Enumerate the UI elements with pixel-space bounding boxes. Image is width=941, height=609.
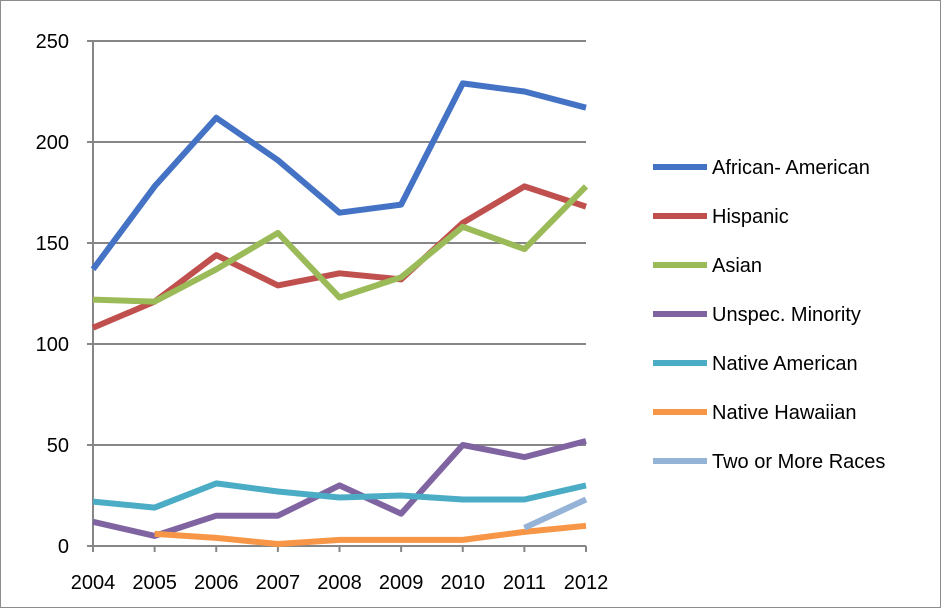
x-tick-label-2009: 2009 <box>379 572 424 594</box>
legend-label-african-american: African- American <box>712 157 870 179</box>
y-tick-label-150: 150 <box>36 233 69 255</box>
x-tick-label-2004: 2004 <box>71 572 116 594</box>
x-tick-label-2005: 2005 <box>132 572 177 594</box>
y-tick-label-100: 100 <box>36 334 69 356</box>
y-tick-label-0: 0 <box>58 536 69 558</box>
series-line-unspec-minority <box>92 438 587 539</box>
x-tick-label-2010: 2010 <box>441 572 486 594</box>
series-line-native-hawaiian <box>154 522 587 547</box>
x-tick-labels: 2004 2005 2006 2007 2008 2009 2010 2011 2012 <box>71 572 609 594</box>
y-tick-label-200: 200 <box>36 132 69 154</box>
x-tick-label-2011: 2011 <box>503 572 546 594</box>
series-line-asian <box>92 184 589 305</box>
x-tick-label-2008: 2008 <box>317 572 362 594</box>
series-line-hispanic <box>91 183 587 331</box>
legend-label-hispanic: Hispanic <box>712 206 789 228</box>
series-line-two-or-more-races <box>523 496 588 531</box>
y-tick-labels: 0 50 100 150 200 250 <box>36 31 69 558</box>
series-line-african-american <box>90 80 587 272</box>
legend-label-asian: Asian <box>712 255 762 277</box>
legend-label-native-american: Native American <box>712 353 858 375</box>
y-tick-label-250: 250 <box>36 31 69 53</box>
gridlines <box>93 40 586 446</box>
axes <box>87 40 587 552</box>
series-line-native-american <box>92 480 587 511</box>
x-tick-label-2012: 2012 <box>564 572 609 594</box>
x-tick-label-2006: 2006 <box>194 572 239 594</box>
y-tick-label-50: 50 <box>47 435 69 457</box>
series-lines <box>90 80 589 547</box>
legend-label-unspec-minority: Unspec. Minority <box>712 304 861 326</box>
legend-label-two-or-more-races: Two or More Races <box>712 451 885 473</box>
legend-label-native-hawaiian: Native Hawaiian <box>712 402 857 424</box>
legend: African- American Hispanic Asian Unspec. Mi… <box>653 157 885 473</box>
x-tick-label-2007: 2007 <box>256 572 301 594</box>
